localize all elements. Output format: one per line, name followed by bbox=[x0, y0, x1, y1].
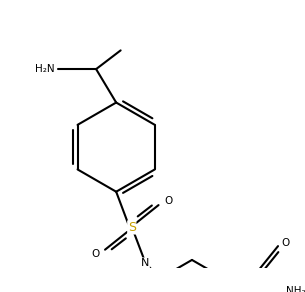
Text: O: O bbox=[164, 196, 173, 206]
Text: S: S bbox=[128, 221, 136, 234]
Text: N: N bbox=[141, 258, 149, 268]
Text: O: O bbox=[282, 239, 290, 248]
Text: NH₂: NH₂ bbox=[286, 286, 305, 292]
Text: H₂N: H₂N bbox=[35, 64, 55, 74]
Text: O: O bbox=[91, 249, 99, 259]
